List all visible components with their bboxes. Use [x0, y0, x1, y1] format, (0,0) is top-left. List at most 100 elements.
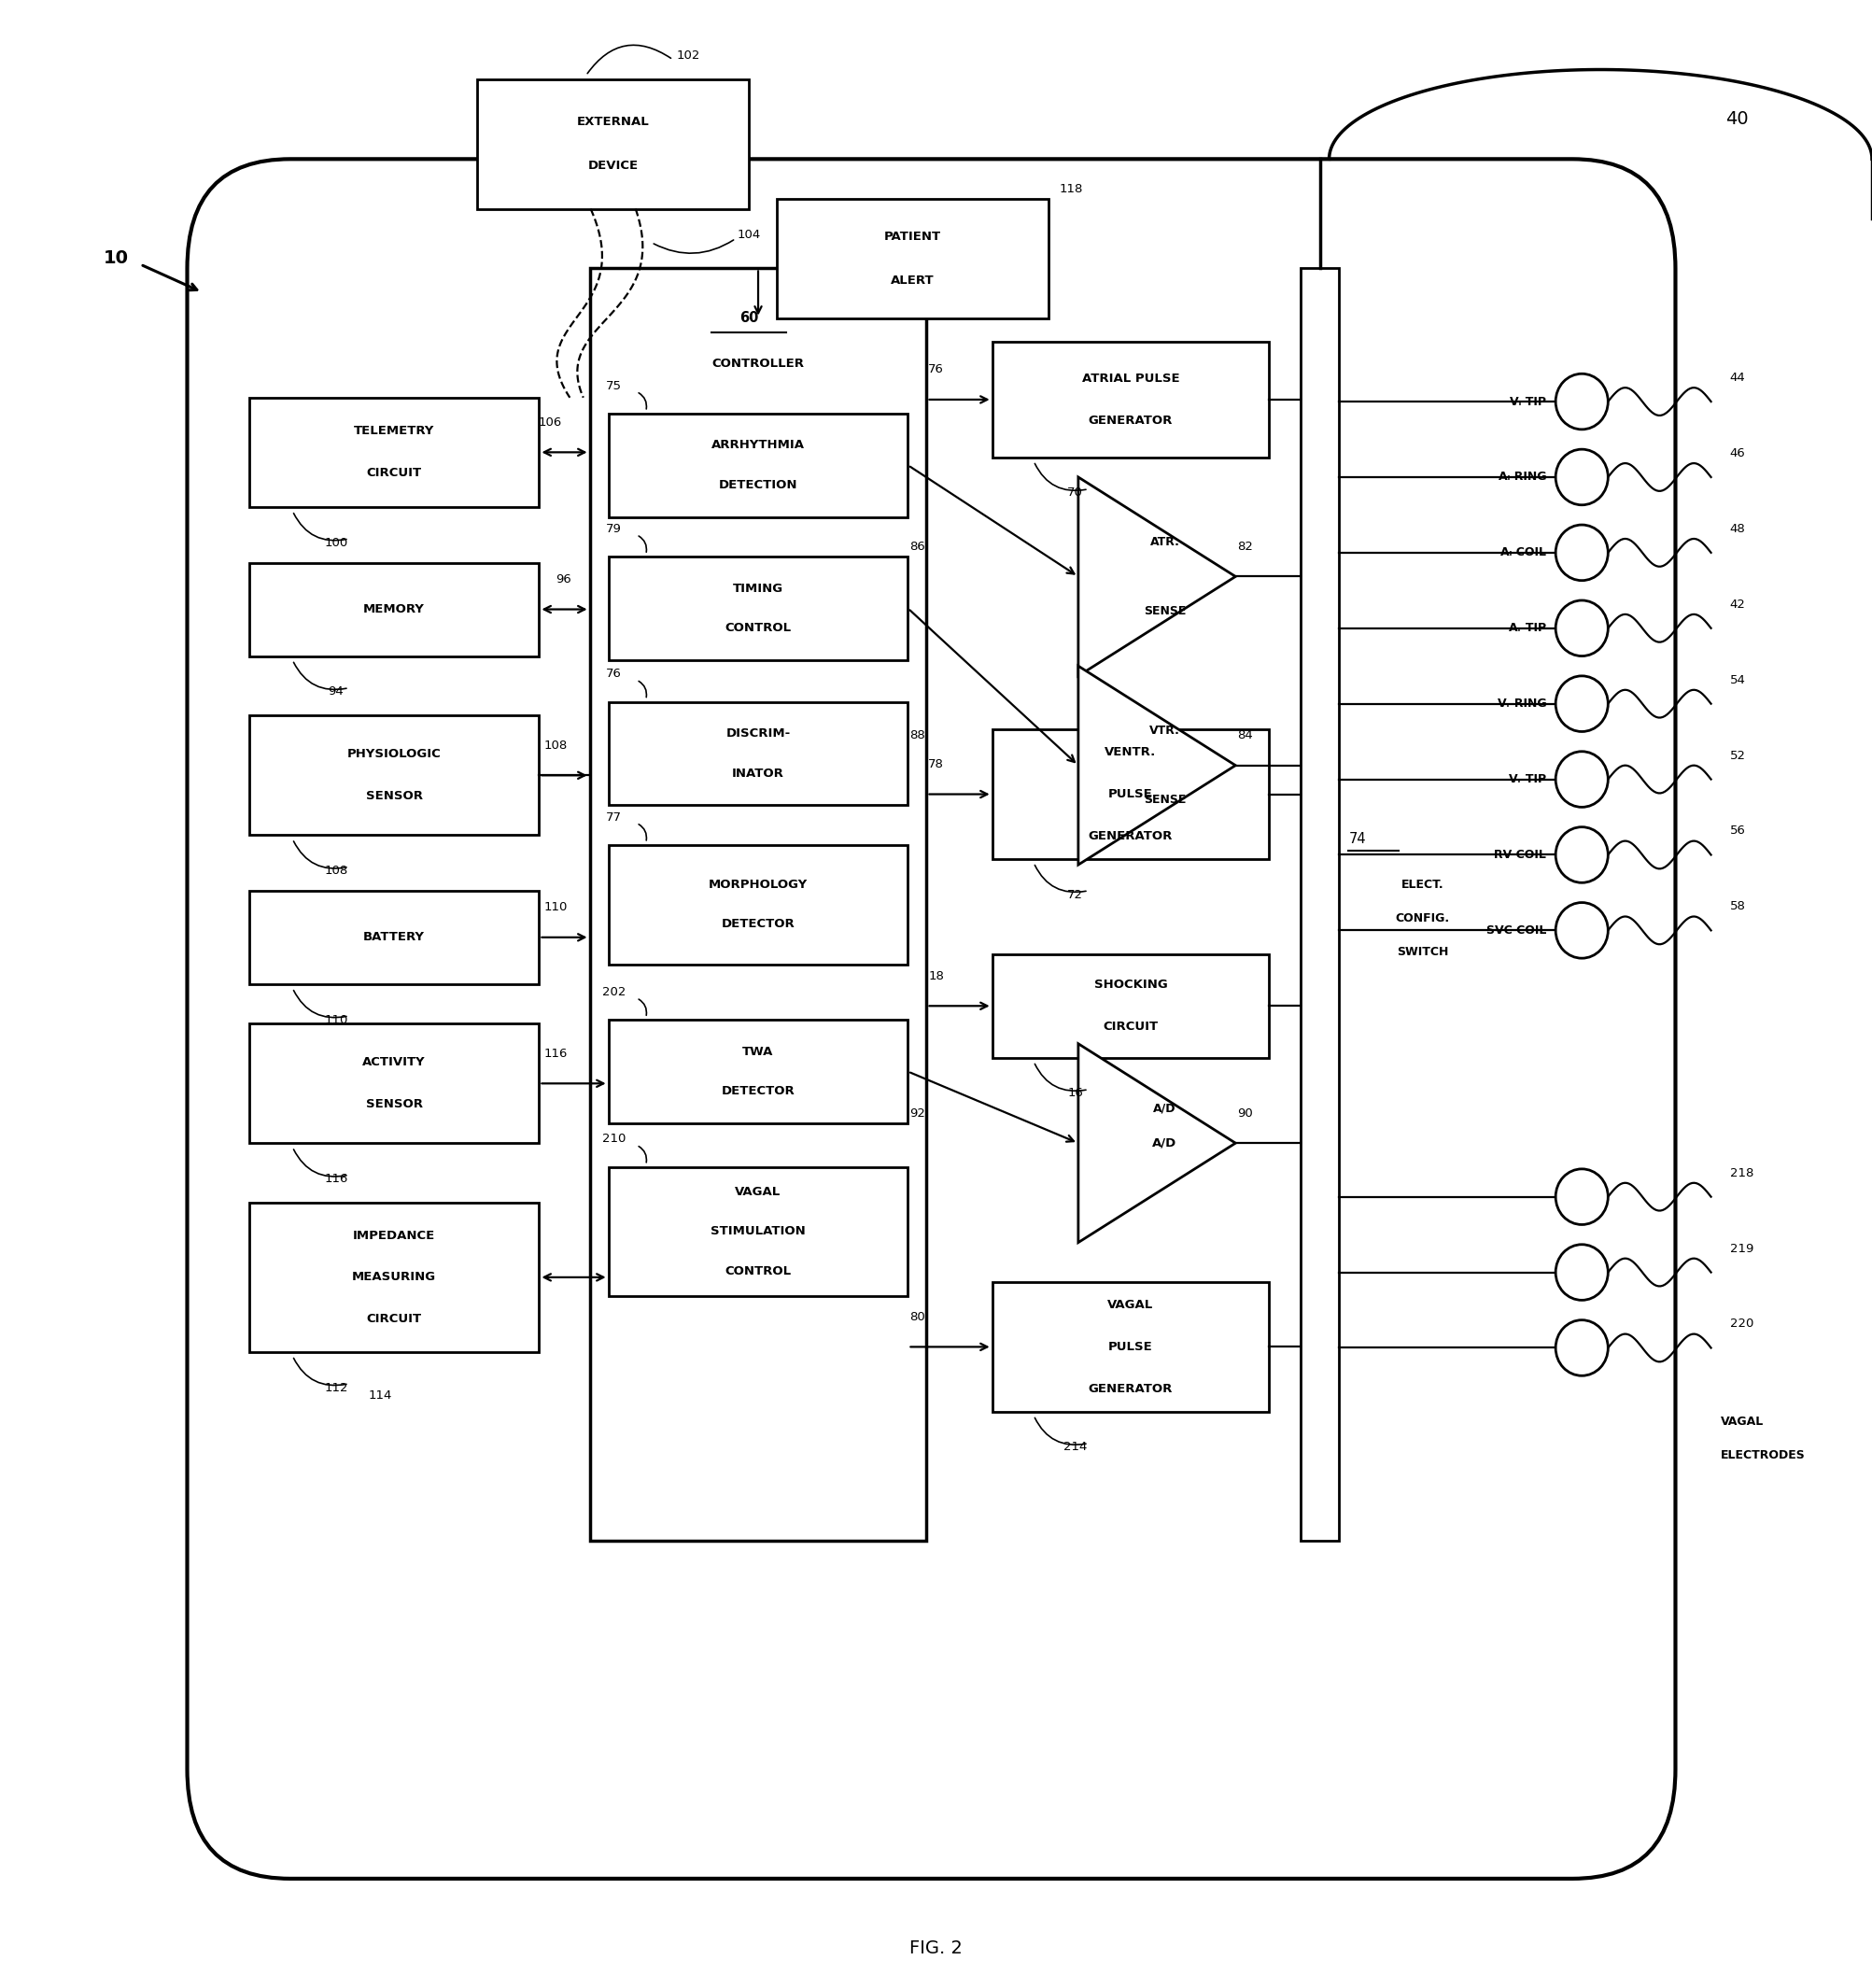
Text: 214: 214 [1063, 1441, 1088, 1453]
FancyBboxPatch shape [992, 1282, 1269, 1411]
Text: 56: 56 [1730, 825, 1745, 837]
FancyBboxPatch shape [249, 891, 539, 984]
Text: PATIENT: PATIENT [884, 231, 942, 243]
Text: PULSE: PULSE [1108, 787, 1153, 801]
Circle shape [1556, 600, 1608, 656]
Circle shape [1556, 1169, 1608, 1225]
Text: DETECTION: DETECTION [719, 479, 797, 491]
Text: EXTERNAL: EXTERNAL [577, 115, 650, 129]
Text: 102: 102 [676, 50, 700, 62]
Text: VENTR.: VENTR. [1104, 746, 1157, 759]
FancyBboxPatch shape [608, 1020, 908, 1123]
Text: A/D: A/D [1153, 1101, 1176, 1115]
Text: CIRCUIT: CIRCUIT [367, 1312, 421, 1326]
Circle shape [1556, 676, 1608, 732]
Text: CONTROL: CONTROL [724, 1264, 792, 1278]
Text: CONTROLLER: CONTROLLER [711, 358, 805, 370]
Text: 210: 210 [603, 1133, 625, 1145]
Circle shape [1556, 449, 1608, 505]
Text: TWA: TWA [743, 1046, 773, 1058]
Text: Vₗ TIP: Vₗ TIP [1511, 396, 1546, 408]
Text: ALERT: ALERT [891, 274, 934, 286]
Text: VAGAL: VAGAL [1108, 1298, 1153, 1312]
Text: 10: 10 [103, 250, 129, 266]
FancyBboxPatch shape [992, 954, 1269, 1058]
Text: 18: 18 [929, 970, 943, 982]
Circle shape [1556, 903, 1608, 958]
Text: 104: 104 [738, 229, 760, 241]
Text: ARRHYTHMIA: ARRHYTHMIA [711, 439, 805, 451]
Text: 118: 118 [1060, 183, 1082, 195]
Circle shape [1556, 1320, 1608, 1376]
Text: CIRCUIT: CIRCUIT [367, 467, 421, 479]
Text: Aₗ COIL: Aₗ COIL [1501, 547, 1546, 559]
Text: GENERATOR: GENERATOR [1088, 414, 1174, 427]
Text: 78: 78 [929, 757, 943, 771]
Text: 70: 70 [1067, 487, 1084, 499]
Text: A/D: A/D [1153, 1137, 1177, 1149]
Text: SVC COIL: SVC COIL [1486, 924, 1546, 936]
Circle shape [1556, 827, 1608, 883]
Text: SENSOR: SENSOR [365, 1097, 423, 1111]
Text: SENSE: SENSE [1144, 604, 1187, 618]
Text: TELEMETRY: TELEMETRY [354, 425, 434, 437]
Text: GENERATOR: GENERATOR [1088, 1382, 1174, 1396]
Text: DETECTOR: DETECTOR [721, 1085, 796, 1097]
FancyBboxPatch shape [1301, 268, 1338, 1541]
Text: 16: 16 [1067, 1087, 1084, 1099]
Text: 220: 220 [1730, 1318, 1754, 1330]
FancyBboxPatch shape [249, 1203, 539, 1352]
Text: ELECT.: ELECT. [1402, 879, 1443, 891]
Text: 92: 92 [910, 1107, 925, 1119]
Text: 86: 86 [910, 541, 925, 553]
Text: DEVICE: DEVICE [588, 159, 638, 173]
Text: BATTERY: BATTERY [363, 930, 425, 944]
Text: 110: 110 [543, 901, 567, 914]
Text: FIG. 2: FIG. 2 [910, 1940, 962, 1956]
Text: 58: 58 [1730, 901, 1745, 912]
Text: 100: 100 [324, 537, 348, 549]
Text: ATRIAL PULSE: ATRIAL PULSE [1082, 372, 1179, 386]
Circle shape [1556, 1244, 1608, 1300]
Text: 219: 219 [1730, 1242, 1754, 1254]
Text: PHYSIOLOGIC: PHYSIOLOGIC [346, 747, 442, 761]
Text: ACTIVITY: ACTIVITY [363, 1056, 425, 1070]
Circle shape [1556, 374, 1608, 429]
Text: 48: 48 [1730, 523, 1745, 535]
Polygon shape [1078, 1044, 1236, 1242]
Text: PULSE: PULSE [1108, 1340, 1153, 1354]
Text: 82: 82 [1237, 541, 1252, 553]
Text: 80: 80 [910, 1310, 925, 1324]
FancyBboxPatch shape [777, 199, 1048, 318]
Text: 54: 54 [1730, 674, 1745, 686]
FancyBboxPatch shape [477, 80, 749, 209]
Text: 106: 106 [537, 415, 562, 429]
Text: ELECTRODES: ELECTRODES [1720, 1449, 1805, 1461]
FancyBboxPatch shape [608, 414, 908, 517]
Text: 44: 44 [1730, 372, 1745, 384]
Text: 108: 108 [543, 740, 567, 751]
Text: 112: 112 [324, 1382, 348, 1394]
Text: 60: 60 [739, 310, 758, 326]
Text: MEASURING: MEASURING [352, 1270, 436, 1284]
Text: 76: 76 [607, 668, 622, 680]
Text: CIRCUIT: CIRCUIT [1103, 1020, 1159, 1034]
Text: Vᵣ RING: Vᵣ RING [1498, 698, 1546, 710]
Text: 96: 96 [556, 573, 571, 586]
Text: 42: 42 [1730, 598, 1745, 610]
Text: STIMULATION: STIMULATION [711, 1225, 805, 1239]
Text: 84: 84 [1237, 730, 1252, 742]
FancyBboxPatch shape [608, 845, 908, 964]
Text: SHOCKING: SHOCKING [1093, 978, 1168, 992]
FancyBboxPatch shape [249, 563, 539, 656]
FancyBboxPatch shape [249, 1024, 539, 1143]
Text: 202: 202 [603, 986, 625, 998]
Text: DISCRIM-: DISCRIM- [726, 728, 790, 740]
Text: VTR.: VTR. [1149, 724, 1179, 738]
Text: 108: 108 [324, 865, 348, 877]
Circle shape [1556, 751, 1608, 807]
Text: TIMING: TIMING [734, 582, 782, 594]
Text: SWITCH: SWITCH [1397, 946, 1449, 958]
Text: SENSOR: SENSOR [365, 789, 423, 803]
FancyBboxPatch shape [608, 702, 908, 805]
